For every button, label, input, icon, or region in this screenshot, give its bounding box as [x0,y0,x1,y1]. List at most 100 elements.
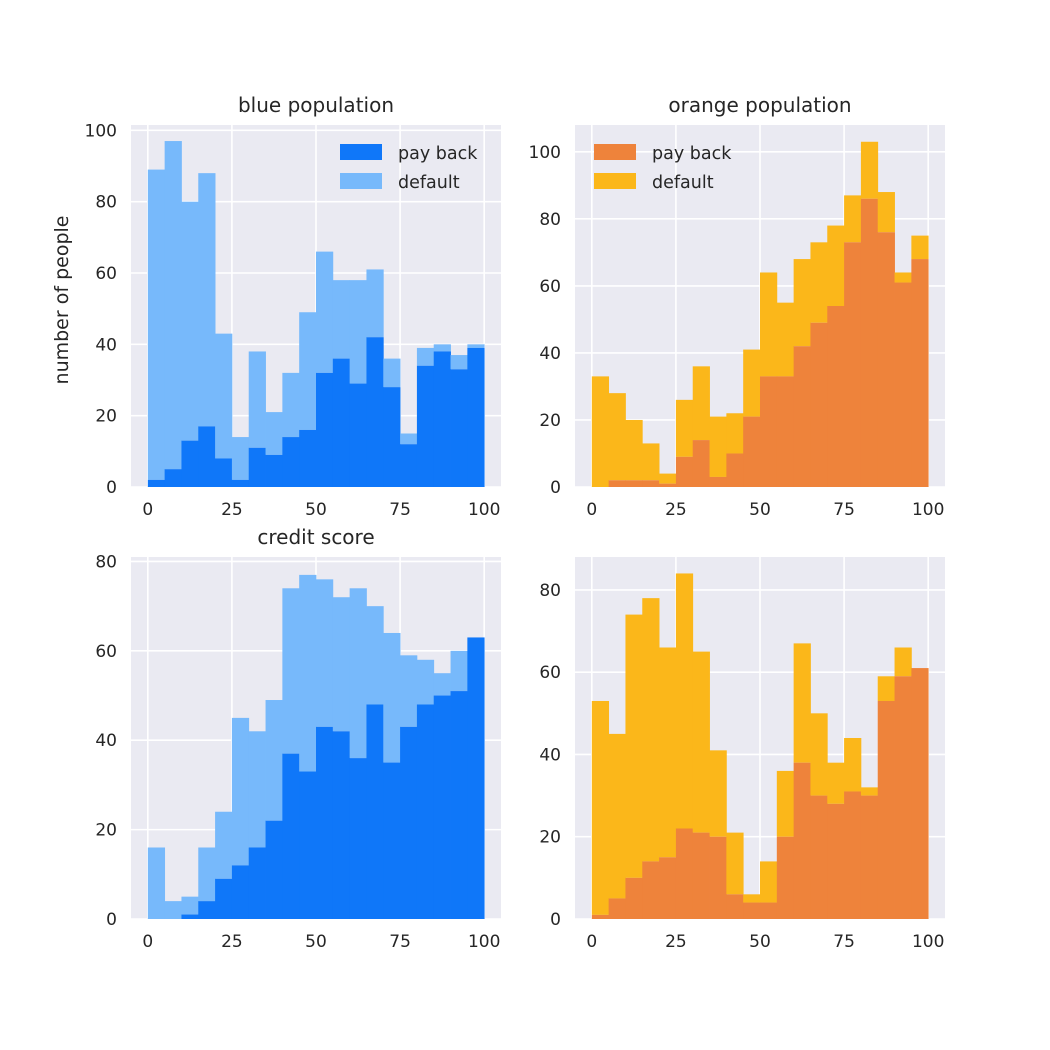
bar-default-3 [642,443,660,481]
legend-swatch-default [340,173,382,189]
bar-default-2 [181,201,199,441]
bar-pay-back-0 [147,479,166,487]
bar-pay-back-3 [198,901,216,919]
y-tick-label: 40 [95,335,117,355]
bar-pay-back-10 [760,376,778,487]
legend-label-pay-back: pay back [398,144,478,164]
x-tick-label: 25 [665,932,687,952]
bar-pay-back-11 [776,376,795,487]
y-tick-label: 40 [539,745,561,765]
bar-pay-back-10 [316,372,334,487]
bar-pay-back-16 [860,198,879,488]
bar-default-18 [450,650,468,692]
bar-default-6 [248,351,266,448]
bar-default-1 [164,141,182,470]
bar-pay-back-15 [400,726,418,919]
x-tick-label: 75 [389,500,411,520]
bar-default-8 [282,372,300,438]
bar-default-17 [877,676,895,701]
y-tick-label: 80 [539,210,561,230]
bar-default-4 [659,647,677,858]
bar-pay-back-1 [608,898,626,919]
bar-pay-back-18 [450,369,468,487]
bar-default-7 [265,412,283,455]
bar-pay-back-11 [776,836,795,919]
bar-pay-back-13 [366,704,384,919]
bar-pay-back-16 [416,365,435,487]
bar-default-7 [709,416,727,477]
bar-default-17 [433,344,451,352]
bar-default-9 [743,894,761,903]
y-tick-label: 20 [95,821,117,841]
bar-default-5 [675,573,694,829]
bar-pay-back-14 [827,803,845,919]
bar-default-9 [743,349,761,417]
x-tick-label: 25 [221,932,243,952]
bar-default-12 [349,588,367,759]
panel-title: orange population [668,93,851,117]
panel-title: credit score [257,525,374,549]
bar-pay-back-13 [366,337,384,487]
bar-pay-back-10 [316,726,334,919]
bar-pay-back-7 [709,476,727,487]
bar-default-13 [810,242,828,323]
bar-pay-back-16 [860,795,879,919]
bar-default-2 [625,419,643,481]
bar-default-4 [659,473,677,484]
bar-default-15 [844,195,862,243]
x-tick-label: 75 [389,932,411,952]
bar-pay-back-5 [231,865,250,919]
bar-default-5 [231,717,250,866]
bar-default-4 [215,333,233,459]
bar-default-10 [316,251,334,373]
panel-orange-top: 0 25 50 75 100 0 20 40 60 80 100 orange population p… [529,93,945,520]
bar-default-13 [810,713,828,796]
bar-default-11 [332,280,351,359]
bar-default-4 [215,811,233,879]
x-tick-label: 100 [468,500,500,520]
x-tick-label: 75 [833,932,855,952]
y-tick-label: 80 [95,552,117,572]
panel-orange-bottom: 0 25 50 75 100 0 20 40 60 80 [539,557,945,952]
bar-default-2 [181,896,199,915]
x-tick-label: 25 [221,500,243,520]
bar-pay-back-11 [332,731,351,919]
bar-default-1 [608,733,626,899]
bar-default-12 [349,280,367,384]
bar-pay-back-14 [827,306,845,487]
bar-default-10 [760,861,778,903]
bar-pay-back-10 [760,902,778,919]
bar-default-18 [450,355,468,370]
bar-pay-back-3 [642,861,660,919]
legend: pay back default [594,144,732,193]
x-tick-label: 0 [142,500,153,520]
bar-default-16 [416,347,435,366]
bar-default-13 [366,269,384,338]
bar-default-3 [642,598,660,862]
bar-pay-back-7 [265,820,283,919]
y-tick-label: 40 [539,344,561,364]
bar-pay-back-19 [911,259,929,487]
legend-label-default: default [398,173,460,193]
bar-pay-back-6 [692,832,710,919]
bar-pay-back-13 [810,322,828,487]
bar-pay-back-9 [299,771,317,919]
bar-pay-back-1 [164,469,182,487]
bar-default-18 [894,272,912,283]
bar-default-6 [692,366,710,441]
y-tick-label: 80 [95,193,117,213]
bar-default-2 [625,614,643,878]
bar-default-8 [726,832,744,895]
bar-pay-back-7 [265,454,283,487]
bar-default-10 [760,272,778,377]
y-tick-label: 20 [95,407,117,427]
bar-pay-back-0 [591,914,610,919]
bar-default-11 [332,597,351,732]
y-tick-label: 0 [550,478,561,498]
bar-pay-back-2 [625,877,643,919]
bar-default-13 [366,606,384,705]
bar-pay-back-16 [416,704,435,919]
x-tick-label: 75 [833,500,855,520]
x-tick-label: 0 [142,932,153,952]
bar-default-3 [198,847,216,902]
